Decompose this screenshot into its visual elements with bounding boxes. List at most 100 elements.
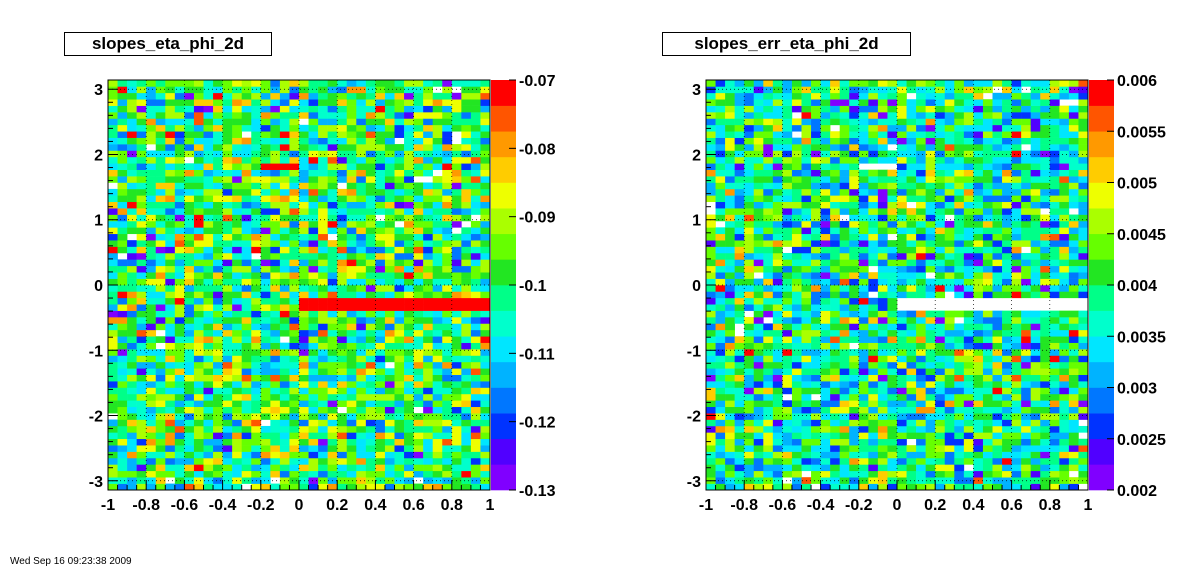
heatmap-cell bbox=[782, 445, 793, 452]
heatmap-cell bbox=[318, 246, 328, 254]
heatmap-cell bbox=[734, 86, 745, 94]
heatmap-cell bbox=[916, 214, 926, 222]
heatmap-cell bbox=[944, 317, 955, 324]
heatmap-cell bbox=[982, 86, 993, 94]
heatmap-cell bbox=[318, 188, 328, 196]
heatmap-cell bbox=[260, 425, 271, 433]
heatmap-cell bbox=[1002, 131, 1012, 138]
heatmap-cell bbox=[1030, 182, 1041, 190]
heatmap-cell bbox=[365, 355, 376, 363]
heatmap-cell bbox=[193, 374, 204, 382]
heatmap-cell bbox=[706, 118, 716, 126]
heatmap-cell bbox=[1011, 374, 1022, 382]
heatmap-cell bbox=[356, 131, 367, 138]
heatmap-cell bbox=[232, 477, 242, 484]
heatmap-cell bbox=[337, 201, 348, 209]
heatmap-cell bbox=[299, 445, 309, 452]
heatmap-cell bbox=[877, 80, 888, 87]
heatmap-cell bbox=[839, 124, 850, 132]
heatmap-cell bbox=[1011, 252, 1022, 260]
heatmap-cell bbox=[270, 342, 281, 350]
heatmap-cell bbox=[451, 349, 462, 356]
heatmap-cell bbox=[470, 182, 481, 190]
heatmap-cell bbox=[279, 156, 290, 164]
heatmap-cell bbox=[413, 220, 424, 228]
heatmap-cell bbox=[925, 124, 936, 132]
heatmap-cell bbox=[1030, 163, 1041, 170]
heatmap-cell bbox=[384, 208, 395, 215]
heatmap-cell bbox=[318, 310, 328, 318]
heatmap-cell bbox=[117, 297, 128, 305]
heatmap-cell bbox=[801, 457, 812, 465]
heatmap-cell bbox=[117, 445, 128, 452]
heatmap-cell bbox=[925, 406, 936, 414]
heatmap-cell bbox=[184, 342, 195, 350]
heatmap-cell bbox=[801, 265, 812, 273]
heatmap-cell bbox=[1002, 188, 1012, 196]
heatmap-cell bbox=[442, 201, 453, 209]
heatmap-cell bbox=[1021, 393, 1031, 401]
heatmap-cell bbox=[299, 400, 309, 408]
heatmap-cell bbox=[954, 163, 965, 170]
heatmap-cell bbox=[944, 438, 955, 446]
heatmap-cell bbox=[423, 470, 433, 478]
heatmap-cell bbox=[706, 483, 716, 491]
heatmap-cell bbox=[897, 240, 907, 247]
heatmap-cell bbox=[963, 220, 974, 228]
heatmap-cell bbox=[442, 105, 453, 113]
heatmap-cell bbox=[461, 259, 472, 267]
heatmap-cell bbox=[155, 92, 166, 100]
heatmap-cell bbox=[213, 413, 223, 420]
heatmap-cell bbox=[897, 323, 907, 331]
heatmap-cell bbox=[308, 451, 319, 459]
heatmap-cell bbox=[470, 105, 481, 113]
heatmap-cell bbox=[715, 201, 726, 209]
heatmap-cell bbox=[413, 214, 424, 222]
heatmap-cell bbox=[117, 150, 128, 158]
heatmap-cell bbox=[193, 156, 204, 164]
heatmap-cell bbox=[327, 425, 338, 433]
heatmap-cell bbox=[706, 80, 716, 87]
heatmap-cell bbox=[725, 240, 735, 247]
heatmap-cell bbox=[480, 195, 491, 203]
heatmap-cell bbox=[299, 137, 309, 145]
heatmap-cell bbox=[146, 413, 157, 420]
heatmap-cell bbox=[423, 137, 433, 145]
heatmap-cell bbox=[423, 246, 433, 254]
heatmap-cell bbox=[251, 451, 262, 459]
heatmap-cell bbox=[906, 355, 917, 363]
heatmap-cell bbox=[384, 477, 395, 484]
heatmap-cell bbox=[1021, 349, 1031, 356]
heatmap-cell bbox=[423, 387, 433, 395]
heatmap-cell bbox=[365, 150, 376, 158]
heatmap-cell bbox=[935, 220, 946, 228]
heatmap-cell bbox=[193, 317, 204, 324]
heatmap-cell bbox=[887, 323, 898, 331]
heatmap-cell bbox=[279, 483, 290, 491]
heatmap-cell bbox=[270, 304, 281, 311]
heatmap-cell bbox=[299, 317, 309, 324]
heatmap-cell bbox=[706, 227, 716, 235]
heatmap-cell bbox=[442, 144, 453, 151]
heatmap-cell bbox=[916, 342, 926, 350]
heatmap-cell bbox=[318, 118, 328, 126]
heatmap-cell bbox=[470, 438, 481, 446]
heatmap-cell bbox=[193, 323, 204, 331]
heatmap-cell bbox=[725, 124, 735, 132]
heatmap-cell bbox=[193, 246, 204, 254]
heatmap-cell bbox=[193, 425, 204, 433]
heatmap-cell bbox=[916, 464, 926, 472]
heatmap-cell bbox=[1030, 124, 1041, 132]
heatmap-cell bbox=[734, 413, 745, 420]
heatmap-cell bbox=[146, 451, 157, 459]
heatmap-cell bbox=[963, 342, 974, 350]
heatmap-cell bbox=[289, 80, 300, 87]
heatmap-cell bbox=[222, 201, 233, 209]
heatmap-cell bbox=[308, 483, 319, 491]
heatmap-cell bbox=[935, 201, 946, 209]
heatmap-cell bbox=[916, 419, 926, 427]
heatmap-cell bbox=[174, 413, 185, 420]
heatmap-cell bbox=[992, 80, 1003, 87]
heatmap-cell bbox=[916, 118, 926, 126]
heatmap-cell bbox=[432, 285, 443, 292]
